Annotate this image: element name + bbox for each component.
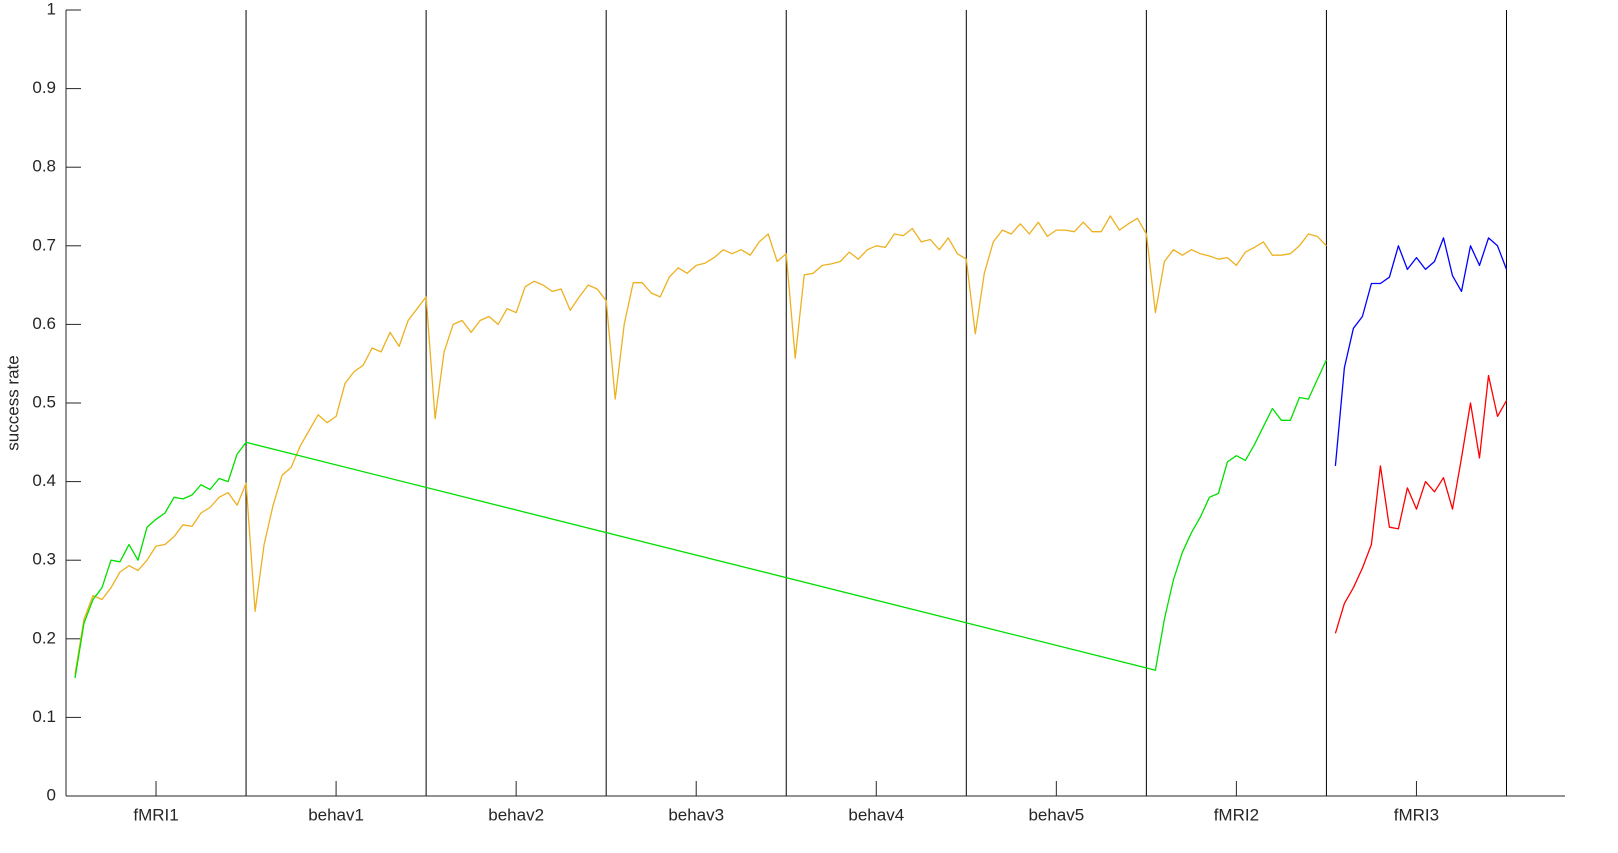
- y-tick-label: 0.7: [32, 235, 56, 254]
- y-tick-label: 0.5: [32, 392, 56, 411]
- x-tick-label: behav4: [848, 805, 904, 824]
- y-axis-label: success rate: [3, 355, 22, 450]
- x-tick-label: fMRI1: [133, 805, 178, 824]
- x-tick-label: behav2: [488, 805, 544, 824]
- series-line: [1334, 237, 1508, 466]
- x-tick-label: fMRI2: [1214, 805, 1259, 824]
- series-line: [74, 359, 1327, 679]
- series-line: [1334, 374, 1508, 634]
- y-tick-label: 0.3: [32, 550, 56, 569]
- y-tick-label: 0.6: [32, 314, 56, 333]
- y-tick-label: 0.1: [32, 707, 56, 726]
- y-tick-label: 0.2: [32, 628, 56, 647]
- y-tick-label: 0.4: [32, 471, 56, 490]
- x-tick-label: behav5: [1028, 805, 1084, 824]
- x-tick-label: fMRI3: [1394, 805, 1439, 824]
- x-tick-label: behav1: [308, 805, 364, 824]
- x-tick-label: behav3: [668, 805, 724, 824]
- y-tick-label: 0: [47, 785, 56, 804]
- y-tick-label: 1: [47, 0, 56, 18]
- y-tick-label: 0.8: [32, 157, 56, 176]
- y-tick-label: 0.9: [32, 78, 56, 97]
- series-line: [74, 215, 1327, 675]
